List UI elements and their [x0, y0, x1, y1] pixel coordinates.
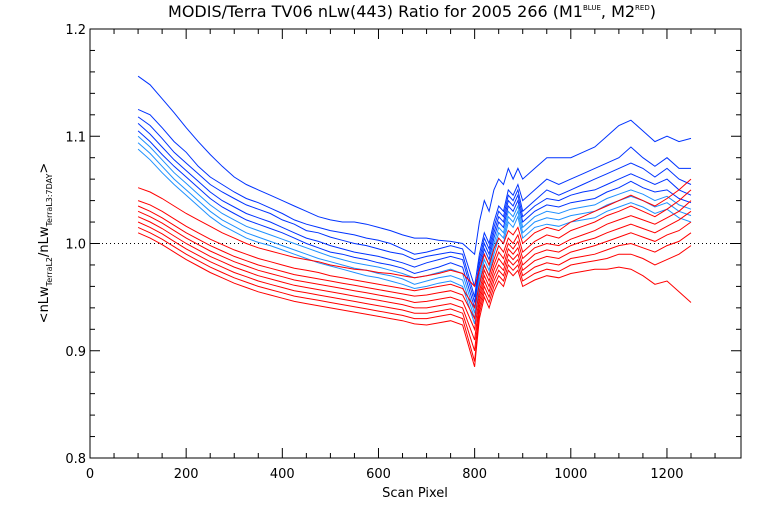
- x-tick-label: 200: [174, 467, 199, 482]
- x-tick-label: 800: [462, 467, 487, 482]
- series-line-m2-11: [137, 200, 692, 321]
- x-tick-label: 400: [270, 467, 295, 482]
- series-line-m1-5: [137, 130, 692, 309]
- ticks-group: [89, 28, 741, 459]
- series-line-m2-15: [137, 226, 692, 362]
- x-tick-label: 0: [86, 467, 94, 482]
- series-line-m1_light-6: [137, 135, 692, 314]
- y-tick-label: 0.9: [65, 345, 86, 360]
- series-line-m1-1: [137, 75, 692, 256]
- series-line-m1-3: [137, 116, 692, 298]
- series-group: [137, 75, 692, 367]
- series-line-m2-10: [137, 189, 692, 310]
- series-line-m2-16: [137, 232, 692, 367]
- y-tick-label: 0.8: [65, 452, 86, 467]
- x-axis-label: Scan Pixel: [382, 486, 448, 501]
- y-tick-label: 1.2: [65, 23, 86, 38]
- series-line-m1-4: [137, 123, 692, 303]
- series-line-m2-14: [137, 221, 692, 351]
- series-line-m1_light-8: [137, 148, 692, 325]
- y-tick-label: 1.0: [65, 238, 86, 253]
- series-line-m2-13: [137, 216, 692, 341]
- x-tick-label: 1000: [554, 467, 587, 482]
- series-line-m2-9: [137, 178, 692, 288]
- tick-labels-group: 0 200 400 600 800 1000 1200 0.8 0.9 1.0 1.1 1.2: [65, 23, 683, 482]
- x-tick-label: 1200: [650, 467, 683, 482]
- x-tick-label: 600: [366, 467, 391, 482]
- y-tick-label: 1.1: [65, 130, 86, 145]
- chart-title: MODIS/Terra TV06 nLw(443) Ratio for 2005…: [168, 2, 656, 21]
- plot-area-frame: [89, 28, 742, 459]
- series-line-m2-12: [137, 210, 692, 332]
- series-line-m1_light-7: [137, 142, 692, 319]
- y-axis-label: <nLwTerraL2/nLwTerraL3:7DAY>: [37, 163, 54, 324]
- series-line-m1-2: [137, 108, 691, 287]
